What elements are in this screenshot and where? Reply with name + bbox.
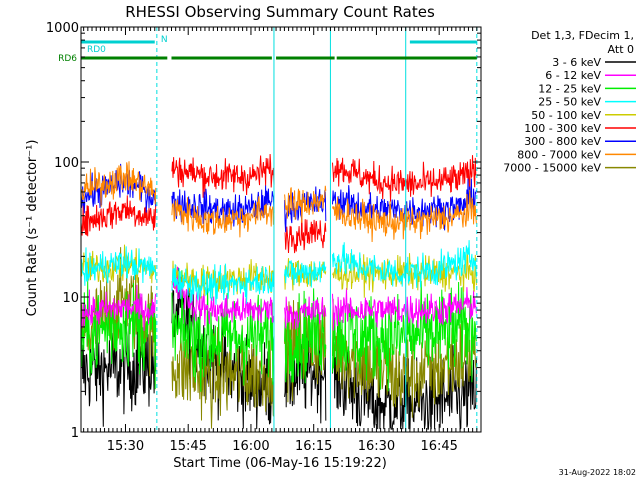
series-line-3 xyxy=(81,240,477,305)
chart-title: RHESSI Observing Summary Count Rates xyxy=(125,3,435,21)
plot-area: RD0 RD6 N 1 10 100 1000 15:30 15:45 16:00 16:15 16:… xyxy=(46,21,482,454)
legend-header-line: Att 0 xyxy=(608,43,634,56)
series-line-7 xyxy=(81,161,477,243)
x-tick-label: 16:15 xyxy=(295,439,332,454)
y-tick-label: 10 xyxy=(62,291,79,306)
y-tick-label: 1000 xyxy=(46,21,79,36)
x-tick-label: 16:00 xyxy=(232,439,269,454)
y-tick-label: 100 xyxy=(54,156,79,171)
series-line-2 xyxy=(81,270,477,392)
plot-frame xyxy=(80,26,482,433)
legend-label: 3 - 6 keV xyxy=(552,56,601,69)
legend-label: 50 - 100 keV xyxy=(531,109,601,122)
legend-label: 25 - 50 keV xyxy=(538,96,601,109)
y-tick-label: 1 xyxy=(71,426,79,441)
legend-label: 100 - 300 keV xyxy=(524,122,601,135)
legend-label: 6 - 12 keV xyxy=(545,69,601,82)
flag-label-rd0: RD0 xyxy=(87,45,106,55)
legend-label: 7000 - 15000 keV xyxy=(503,162,601,175)
flag-marker-label: N xyxy=(161,35,168,45)
legend-label: 300 - 800 keV xyxy=(524,135,601,148)
series-line-8 xyxy=(81,247,477,429)
flag-label-rd6: RD6 xyxy=(58,54,77,64)
series-line-5 xyxy=(81,153,477,254)
x-tick-label: 16:45 xyxy=(420,439,457,454)
series-line-1 xyxy=(81,266,477,331)
legend-header-line: Det 1,3, FDecim 1, xyxy=(531,29,634,42)
x-tick-label: 15:45 xyxy=(169,439,206,454)
timestamp-footer: 31-Aug-2022 18:02 xyxy=(559,468,636,477)
legend-label: 12 - 25 keV xyxy=(538,82,601,95)
x-axis-label: Start Time (06-May-16 15:19:22) xyxy=(173,456,387,471)
x-tick-label: 15:30 xyxy=(107,439,144,454)
legend-header: Det 1,3, FDecim 1,Att 0 xyxy=(531,29,634,56)
y-axis-label: Count Rate (s⁻¹ detector⁻¹) xyxy=(25,140,40,317)
x-tick-label: 16:30 xyxy=(358,439,395,454)
legend-label: 800 - 7000 keV xyxy=(517,148,601,161)
